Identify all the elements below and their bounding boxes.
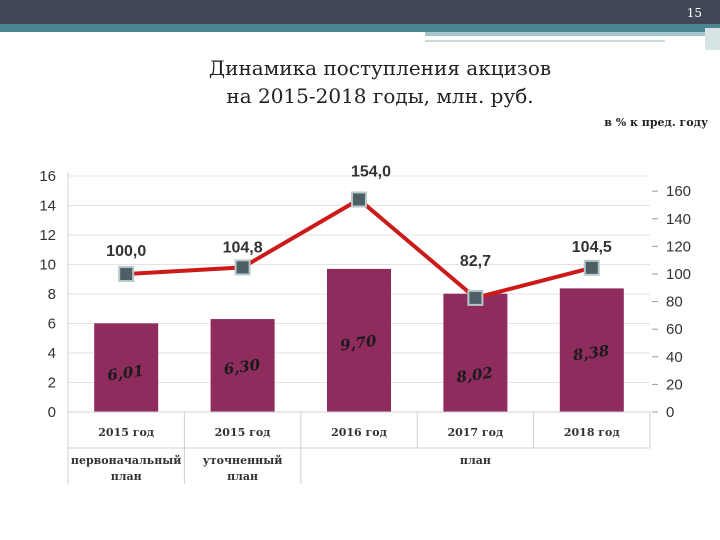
left-axis-tick-label: 8: [48, 286, 56, 303]
bar-value-label: 8,38: [572, 342, 611, 365]
category-label: 2018 год: [564, 426, 620, 439]
left-axis-tick-label: 2: [48, 375, 56, 392]
right-axis-tick-label: 80: [666, 294, 683, 311]
bar: [327, 268, 391, 412]
left-axis-tick-label: 6: [48, 316, 56, 333]
right-axis-tick-label: 0: [666, 404, 674, 421]
right-axis-tick-label: 100: [666, 266, 691, 283]
line-point-marker: [467, 289, 484, 306]
right-axis-tick-label: 140: [666, 211, 691, 228]
group-label: план: [460, 454, 491, 467]
bar: [559, 288, 624, 412]
category-label: 2016 год: [331, 426, 387, 439]
line-value-label: 100,0: [106, 243, 146, 260]
bar: [94, 323, 159, 412]
line-point-marker: [351, 191, 367, 208]
title-line-2: на 2015-2018 годы, млн. руб.: [226, 84, 534, 108]
title-line-1: Динамика поступления акцизов: [208, 56, 552, 80]
header-accent-line-thin: [425, 40, 665, 42]
group-label: план: [111, 470, 142, 483]
group-label: первоначальный: [71, 454, 182, 467]
right-axis-tick-label: 120: [666, 238, 691, 255]
line-point-marker: [118, 265, 135, 282]
bar-value-label: 6,30: [223, 356, 262, 379]
header-accent-stripe: [0, 24, 720, 32]
right-axis-tick-label: 40: [666, 349, 683, 366]
line-point-marker: [234, 259, 251, 276]
line-value-label: 104,5: [572, 239, 612, 256]
right-axis-tick-label: 160: [666, 183, 691, 200]
top-header-bar: [0, 0, 720, 24]
left-axis-tick-label: 4: [48, 345, 56, 362]
right-axis-tick-label: 20: [666, 376, 683, 393]
line-value-label: 104,8: [223, 239, 263, 256]
bar-value-label: 6,01: [106, 362, 145, 385]
left-axis-tick-label: 14: [39, 198, 56, 215]
category-label: 2017 год: [447, 426, 503, 439]
page-number: 15: [686, 6, 702, 20]
category-label: 2015 год: [98, 426, 154, 439]
page-title: Динамика поступления акцизов на 2015-201…: [170, 54, 590, 110]
left-axis-tick-label: 16: [39, 168, 56, 185]
bar-value-label: 8,02: [455, 364, 494, 387]
group-label: уточненный: [203, 454, 283, 467]
right-axis-tick-label: 60: [666, 321, 683, 338]
left-axis-tick-label: 10: [39, 257, 56, 274]
category-label: 2015 год: [215, 426, 271, 439]
left-axis-tick-label: 0: [48, 404, 56, 421]
group-label: план: [227, 470, 258, 483]
line-value-label: 82,7: [460, 253, 491, 270]
bar: [210, 319, 275, 412]
line-point-marker: [583, 259, 600, 276]
bar-value-label: 9,70: [339, 332, 378, 355]
header-accent-line: [425, 32, 720, 36]
bar: [443, 293, 508, 412]
header-accent-block: [705, 28, 720, 50]
left-axis-tick-label: 12: [39, 227, 56, 244]
chart-subtitle: в % к пред. году: [604, 116, 708, 129]
line-value-label: 154,0: [351, 163, 391, 180]
